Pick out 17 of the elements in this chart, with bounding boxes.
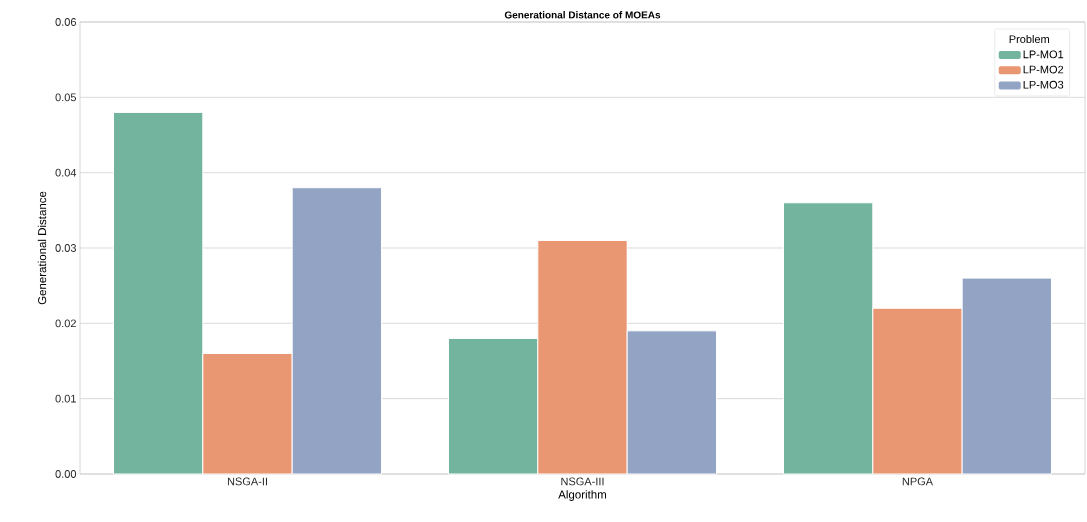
y-tick-label: 0.02 bbox=[55, 319, 76, 328]
y-tick-label: 0.01 bbox=[55, 394, 76, 403]
legend-title: Problem bbox=[1009, 34, 1049, 44]
y-tick-label: 0.05 bbox=[55, 93, 77, 102]
chart-title: Generational Distance of MOEAs bbox=[504, 11, 661, 19]
x-axis-title: Algorithm bbox=[558, 490, 606, 501]
legend-label: LP-MO2 bbox=[1023, 65, 1064, 74]
x-tick-label: NPGA bbox=[902, 477, 934, 486]
legend-label: LP-MO3 bbox=[1023, 80, 1064, 89]
x-tick-label: NSGA-II bbox=[227, 477, 267, 486]
y-tick-label: 0.03 bbox=[55, 244, 76, 252]
legend-label: LP-MO1 bbox=[1023, 50, 1064, 59]
y-tick-label: 0.04 bbox=[55, 168, 77, 177]
y-tick-label: 0.06 bbox=[55, 18, 76, 26]
y-tick-label: 0.00 bbox=[55, 470, 77, 478]
y-axis-title: Generational Distance bbox=[37, 191, 47, 305]
x-tick-label: NSGA-III bbox=[561, 477, 604, 486]
